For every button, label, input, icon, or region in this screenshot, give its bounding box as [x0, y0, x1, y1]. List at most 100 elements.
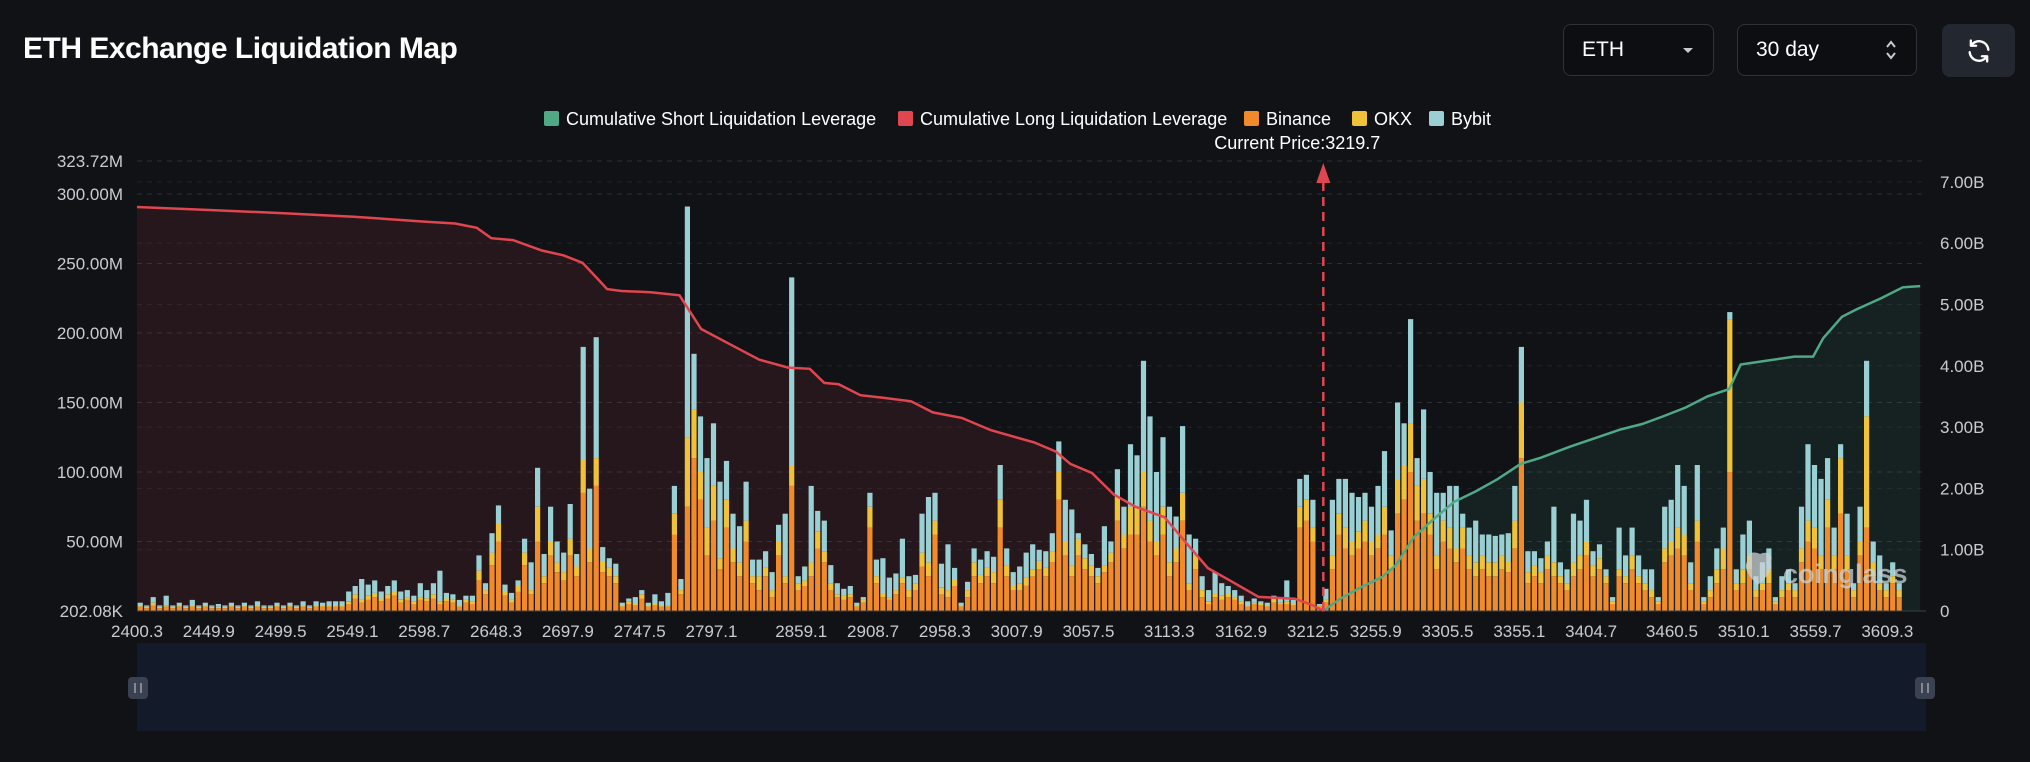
bar-binance — [1166, 576, 1173, 611]
bar-okx — [619, 605, 625, 607]
y-left-tick-label: 50.00M — [66, 532, 123, 551]
bar-okx — [717, 558, 723, 570]
bar-okx — [1877, 583, 1883, 591]
bar-bybit — [932, 492, 938, 521]
bar-okx — [1434, 555, 1440, 570]
bar-bybit — [1603, 569, 1609, 577]
bar-binance — [756, 590, 762, 611]
bar-okx — [1010, 586, 1016, 591]
bar-okx — [847, 594, 853, 598]
bar-binance — [424, 601, 430, 611]
bar-binance — [1870, 576, 1876, 611]
period-select[interactable]: 30 day — [1737, 24, 1917, 76]
bar-okx — [626, 601, 632, 605]
bar-okx — [1473, 562, 1479, 577]
bar-okx — [189, 605, 195, 607]
bar-bybit — [691, 353, 697, 410]
bar-okx — [1069, 565, 1075, 577]
bar-okx — [561, 572, 567, 581]
bar-okx — [548, 541, 554, 556]
bar-okx — [307, 606, 313, 609]
bar-okx — [1108, 552, 1114, 563]
bar-okx — [1623, 576, 1629, 584]
bar-okx — [1212, 592, 1218, 598]
bar-bybit — [1883, 583, 1889, 591]
bar-binance — [1388, 569, 1394, 611]
bar-okx — [1375, 534, 1381, 549]
bar-okx — [658, 605, 664, 607]
bar-bybit — [574, 554, 580, 567]
bar-okx — [574, 566, 580, 577]
bar-binance — [1010, 590, 1016, 611]
bar-bybit — [1681, 485, 1687, 535]
bar-bybit — [1082, 544, 1088, 559]
bar-okx — [1505, 561, 1511, 573]
bar-okx — [170, 606, 176, 609]
bar-bybit — [899, 538, 905, 578]
bar-okx — [1323, 599, 1329, 603]
bar-binance — [899, 583, 905, 611]
bar-binance — [1212, 597, 1218, 611]
bar-bybit — [1590, 551, 1596, 566]
bar-bybit — [626, 598, 632, 602]
bar-okx — [750, 576, 756, 584]
bar-bybit — [183, 605, 189, 607]
cumulative-areas — [137, 207, 1921, 611]
slider-handle-left[interactable] — [128, 677, 148, 699]
bar-okx — [880, 592, 886, 598]
bar-bybit — [958, 602, 964, 606]
bar-okx — [1792, 590, 1798, 598]
bar-okx — [1114, 497, 1120, 521]
bar-bybit — [1297, 478, 1303, 507]
bar-okx — [1486, 562, 1492, 577]
bar-bybit — [176, 602, 182, 606]
bar-okx — [385, 594, 391, 599]
slider-handle-right[interactable] — [1915, 677, 1935, 699]
bar-okx — [1290, 604, 1296, 606]
bar-binance — [228, 606, 234, 611]
bar-okx — [1492, 562, 1498, 577]
bar-okx — [945, 590, 951, 598]
bar-bybit — [834, 583, 840, 595]
x-tick-label: 3404.7 — [1565, 622, 1617, 641]
bar-bybit — [1251, 598, 1257, 603]
bar-okx — [1219, 595, 1225, 600]
bar-bybit — [293, 605, 300, 607]
bar-binance — [287, 606, 293, 611]
bar-binance — [1492, 576, 1498, 611]
bar-binance — [1610, 604, 1616, 611]
bar-okx — [1753, 590, 1759, 598]
bar-okx — [202, 605, 208, 607]
bar-okx — [1811, 527, 1818, 549]
bar-okx — [1825, 499, 1831, 528]
bar-binance — [1766, 583, 1772, 611]
bar-binance — [1114, 520, 1120, 611]
bar-bybit — [997, 465, 1003, 500]
bar-okx — [1166, 562, 1173, 577]
coin-select[interactable]: ETH — [1563, 24, 1714, 76]
bar-okx — [522, 552, 528, 566]
bar-bybit — [137, 602, 143, 606]
bar-binance — [1577, 569, 1583, 611]
chart-legend[interactable]: Cumulative Short Liquidation Leverage Cu… — [544, 109, 1491, 129]
bar-bybit — [815, 510, 821, 532]
bar-okx — [1733, 583, 1739, 591]
bar-binance — [1427, 534, 1433, 611]
bar-okx — [1414, 485, 1420, 521]
bar-okx — [228, 605, 234, 607]
bar-bybit — [274, 602, 280, 606]
bar-bybit — [671, 485, 677, 514]
bar-binance — [808, 576, 814, 611]
bar-binance — [945, 597, 951, 611]
bar-bybit — [189, 599, 195, 606]
bar-binance — [1655, 604, 1661, 611]
bar-okx — [1453, 548, 1459, 563]
bar-binance — [450, 602, 456, 611]
legend-swatch-bybit — [1429, 111, 1444, 126]
bar-binance — [417, 599, 423, 611]
refresh-button[interactable] — [1942, 24, 2015, 77]
bar-binance — [1043, 576, 1049, 611]
bar-binance — [1649, 597, 1655, 611]
bar-bybit — [658, 601, 664, 606]
range-slider[interactable] — [128, 643, 1935, 731]
